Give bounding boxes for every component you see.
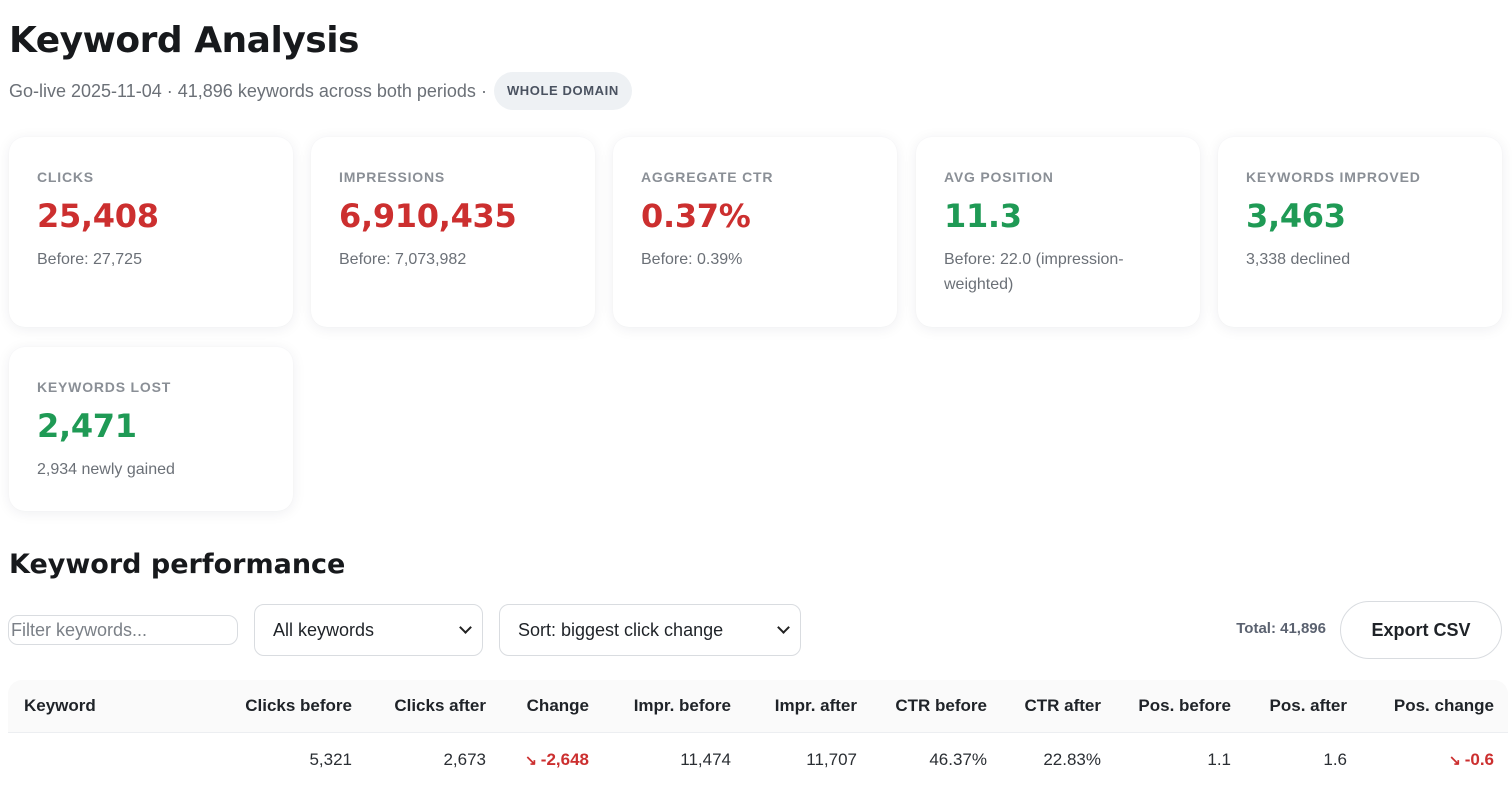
cell-pos-after: 1.6	[1323, 750, 1347, 770]
page-title: Keyword Analysis	[9, 20, 359, 61]
pos-change-value: -0.6	[1464, 750, 1494, 770]
metric-label: IMPRESSIONS	[339, 169, 446, 185]
column-header-clicks-before[interactable]: Clicks before	[220, 680, 366, 733]
metric-card-keywords-improved: KEYWORDS IMPROVED 3,463 3,338 declined	[1218, 137, 1502, 327]
column-header-clicks-after[interactable]: Clicks after	[366, 680, 500, 733]
metric-label: CLICKS	[37, 169, 94, 185]
cell-keyword	[8, 732, 220, 788]
metric-value: 2,471	[37, 407, 137, 445]
metric-card-impressions: IMPRESSIONS 6,910,435 Before: 7,073,982	[311, 137, 595, 327]
column-header-ctr-after[interactable]: CTR after	[1001, 680, 1115, 733]
metric-value: 0.37%	[641, 197, 751, 235]
change-value: -2,648	[540, 750, 589, 770]
column-header-pos-after[interactable]: Pos. after	[1245, 680, 1361, 733]
keywords-summary: 41,896 keywords across both periods	[177, 80, 476, 101]
metric-label: KEYWORDS LOST	[37, 379, 172, 395]
cell-clicks-after: 2,673	[443, 750, 486, 770]
metric-label: AGGREGATE CTR	[641, 169, 774, 185]
scope-badge: WHOLE DOMAIN	[493, 72, 632, 110]
column-header-pos-change[interactable]: Pos. change	[1361, 680, 1508, 733]
metric-note: 2,934 newly gained	[37, 461, 175, 478]
metric-note: Before: 22.0 (impression-weighted)	[944, 251, 1124, 293]
column-header-pos-before[interactable]: Pos. before	[1115, 680, 1245, 733]
column-header-change[interactable]: Change	[500, 680, 603, 733]
column-header-impr-before[interactable]: Impr. before	[603, 680, 745, 733]
metric-card-aggregate-ctr: AGGREGATE CTR 0.37% Before: 0.39%	[613, 137, 897, 327]
export-csv-button[interactable]: Export CSV	[1340, 601, 1502, 659]
cell-change: ↘ -2,648	[500, 732, 603, 788]
cell-ctr-after: 22.83%	[1043, 750, 1101, 770]
metric-note: 3,338 declined	[1246, 251, 1351, 268]
metric-card-avg-position: AVG POSITION 11.3 Before: 22.0 (impressi…	[916, 137, 1200, 327]
go-live-date: Go-live 2025-11-04	[9, 80, 162, 101]
section-title: Keyword performance	[9, 549, 346, 580]
keyword-set-select-value: All keywords	[273, 619, 375, 640]
trend-down-icon: ↘	[525, 752, 537, 769]
cell-clicks-before: 5,321	[309, 750, 352, 770]
metric-card-clicks: CLICKS 25,408 Before: 27,725	[9, 137, 293, 327]
page-subtitle: Go-live 2025-11-04 · 41,896 keywords acr…	[9, 72, 632, 110]
metric-value: 6,910,435	[339, 197, 517, 235]
metric-value: 3,463	[1246, 197, 1346, 235]
metric-note: Before: 7,073,982	[339, 251, 467, 268]
metric-value: 25,408	[37, 197, 159, 235]
total-count: Total: 41,896	[1236, 620, 1326, 637]
table-header-row: Keyword Clicks before Clicks after Chang…	[8, 680, 1508, 733]
metric-value: 11.3	[944, 197, 1022, 235]
metric-note: Before: 27,725	[37, 251, 142, 268]
metric-label: KEYWORDS IMPROVED	[1246, 169, 1421, 185]
cell-impr-after: 11,707	[806, 750, 857, 770]
sort-select[interactable]: Sort: biggest click change	[499, 604, 801, 656]
keyword-table: Keyword Clicks before Clicks after Chang…	[8, 680, 1508, 812]
table-row[interactable]: 5,321 2,673 ↘ -2,648 11,474 11,707 46.37%…	[8, 732, 1508, 788]
column-header-keyword[interactable]: Keyword	[8, 680, 220, 733]
filter-keywords-input[interactable]	[8, 615, 238, 645]
separator: ·	[166, 80, 173, 101]
cell-pos-change: ↘ -0.6	[1361, 732, 1508, 788]
column-header-ctr-before[interactable]: CTR before	[871, 680, 1001, 733]
metric-label: AVG POSITION	[944, 169, 1054, 185]
cell-pos-before: 1.1	[1207, 750, 1231, 770]
metric-card-keywords-lost: KEYWORDS LOST 2,471 2,934 newly gained	[9, 347, 293, 511]
keyword-set-select[interactable]: All keywords	[254, 604, 483, 656]
chevron-down-icon	[459, 621, 472, 634]
chevron-down-icon	[777, 621, 790, 634]
column-header-impr-after[interactable]: Impr. after	[745, 680, 871, 733]
cell-impr-before: 11,474	[680, 750, 731, 770]
cell-ctr-before: 46.37%	[929, 750, 987, 770]
metric-note: Before: 0.39%	[641, 251, 743, 268]
separator: ·	[480, 80, 487, 101]
sort-select-value: Sort: biggest click change	[518, 619, 724, 640]
trend-down-icon: ↘	[1448, 752, 1461, 769]
